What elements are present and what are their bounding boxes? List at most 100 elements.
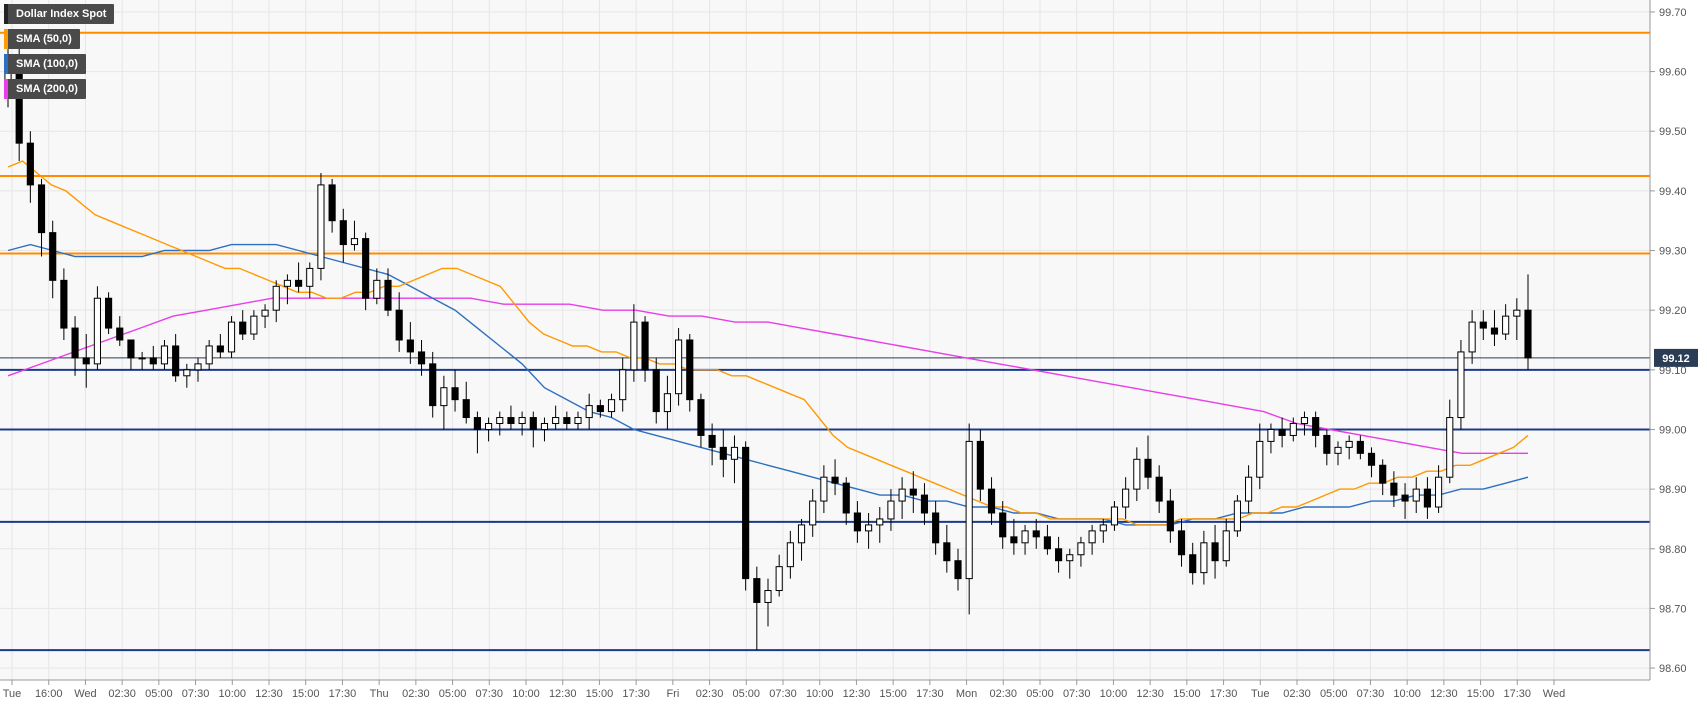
y-tick-label: 99.30 — [1659, 246, 1687, 258]
candle — [697, 393, 705, 448]
x-tick-label: 07:30 — [769, 688, 797, 700]
candle-body — [1099, 524, 1107, 532]
candle-body — [1144, 458, 1152, 478]
candle — [999, 501, 1007, 549]
candle — [954, 548, 962, 591]
candle-body — [417, 351, 426, 365]
candle — [1155, 465, 1163, 513]
candle-body — [831, 476, 839, 484]
candle-body — [37, 184, 46, 234]
x-tick-label: 15:00 — [879, 688, 907, 700]
candle — [216, 334, 224, 358]
candle — [440, 375, 448, 430]
candle-body — [809, 500, 817, 526]
candle — [686, 334, 694, 412]
candle-body — [1289, 423, 1297, 436]
x-tick-label: 10:00 — [512, 688, 540, 700]
x-tick-label: Thu — [370, 688, 389, 700]
candle — [585, 393, 593, 430]
candle-body — [686, 339, 694, 401]
candle — [1278, 417, 1286, 448]
y-tick-label: 99.00 — [1659, 424, 1687, 436]
level-lines — [0, 31, 1650, 652]
candle-body — [1021, 530, 1029, 544]
y-tick-label: 98.70 — [1659, 603, 1687, 615]
candle — [909, 471, 917, 513]
candle — [194, 357, 202, 382]
candle — [462, 381, 470, 424]
candle — [976, 429, 984, 502]
candle — [563, 411, 571, 430]
candle-body — [350, 238, 359, 246]
candle — [730, 435, 739, 484]
candle-body — [473, 417, 481, 430]
x-tick-label: 15:00 — [1467, 688, 1495, 700]
candle — [775, 554, 783, 597]
candle-body — [842, 482, 850, 514]
x-tick-label: 17:30 — [1210, 688, 1238, 700]
candle-body — [1401, 494, 1409, 502]
plot-area — [0, 0, 1650, 680]
sma-lines — [7, 160, 1529, 526]
candle — [797, 518, 806, 561]
candle — [328, 178, 336, 233]
candle — [160, 340, 169, 370]
candle-body — [976, 440, 984, 490]
candle — [898, 477, 906, 519]
candle — [283, 274, 291, 305]
candle — [1502, 304, 1510, 340]
candle — [1055, 536, 1063, 573]
x-tick-label: Tue — [1251, 688, 1270, 700]
x-tick-label: 02:30 — [402, 688, 430, 700]
candle — [1233, 495, 1241, 537]
candle-body — [1435, 476, 1443, 508]
candle-body — [630, 321, 638, 371]
y-tick-label: 99.50 — [1659, 126, 1687, 138]
candle-body — [406, 339, 414, 353]
candle-body — [1423, 488, 1431, 508]
candle — [574, 411, 582, 430]
candle — [49, 220, 57, 299]
legend-item: SMA (200,0) — [4, 79, 86, 99]
legend-item: SMA (50,0) — [4, 29, 80, 49]
candle-body — [786, 542, 794, 568]
candle — [1312, 411, 1320, 448]
legend-item: Dollar Index Spot — [4, 4, 115, 24]
candle-body — [853, 512, 861, 532]
legend-label: SMA (100,0) — [16, 58, 78, 70]
candle — [37, 178, 46, 257]
candle-body — [272, 285, 280, 311]
candle-body — [26, 142, 34, 186]
x-tick-label: 16:00 — [35, 688, 63, 700]
candle — [1446, 399, 1454, 484]
x-tick-label: 12:30 — [843, 688, 871, 700]
candle-body — [261, 309, 269, 317]
candle-body — [1110, 506, 1119, 526]
candle-body — [205, 345, 213, 365]
candle — [920, 483, 929, 525]
candle — [764, 578, 772, 627]
candle-body — [965, 440, 973, 580]
candle-body — [283, 279, 291, 287]
candle-body — [1189, 554, 1197, 574]
candle-body — [93, 297, 101, 365]
candle-body — [1233, 500, 1241, 532]
candle — [607, 393, 616, 418]
y-axis: 99.70 99.60 99.50 99.40 99.30 99.20 99.10 99.00… — [1650, 7, 1687, 675]
x-tick-label: 07:30 — [182, 688, 210, 700]
candle — [1457, 340, 1465, 430]
candle-body — [909, 488, 917, 496]
candle — [1479, 310, 1487, 340]
candle-body — [317, 184, 325, 269]
candle-body — [1055, 548, 1063, 562]
candle — [183, 363, 191, 388]
candle — [1367, 447, 1376, 478]
candle-body — [574, 417, 582, 425]
candle-body — [697, 399, 705, 436]
candle — [1513, 298, 1521, 340]
candle — [373, 268, 381, 305]
candle-body — [1177, 530, 1186, 556]
candle-body — [719, 446, 727, 460]
candle — [406, 322, 414, 364]
